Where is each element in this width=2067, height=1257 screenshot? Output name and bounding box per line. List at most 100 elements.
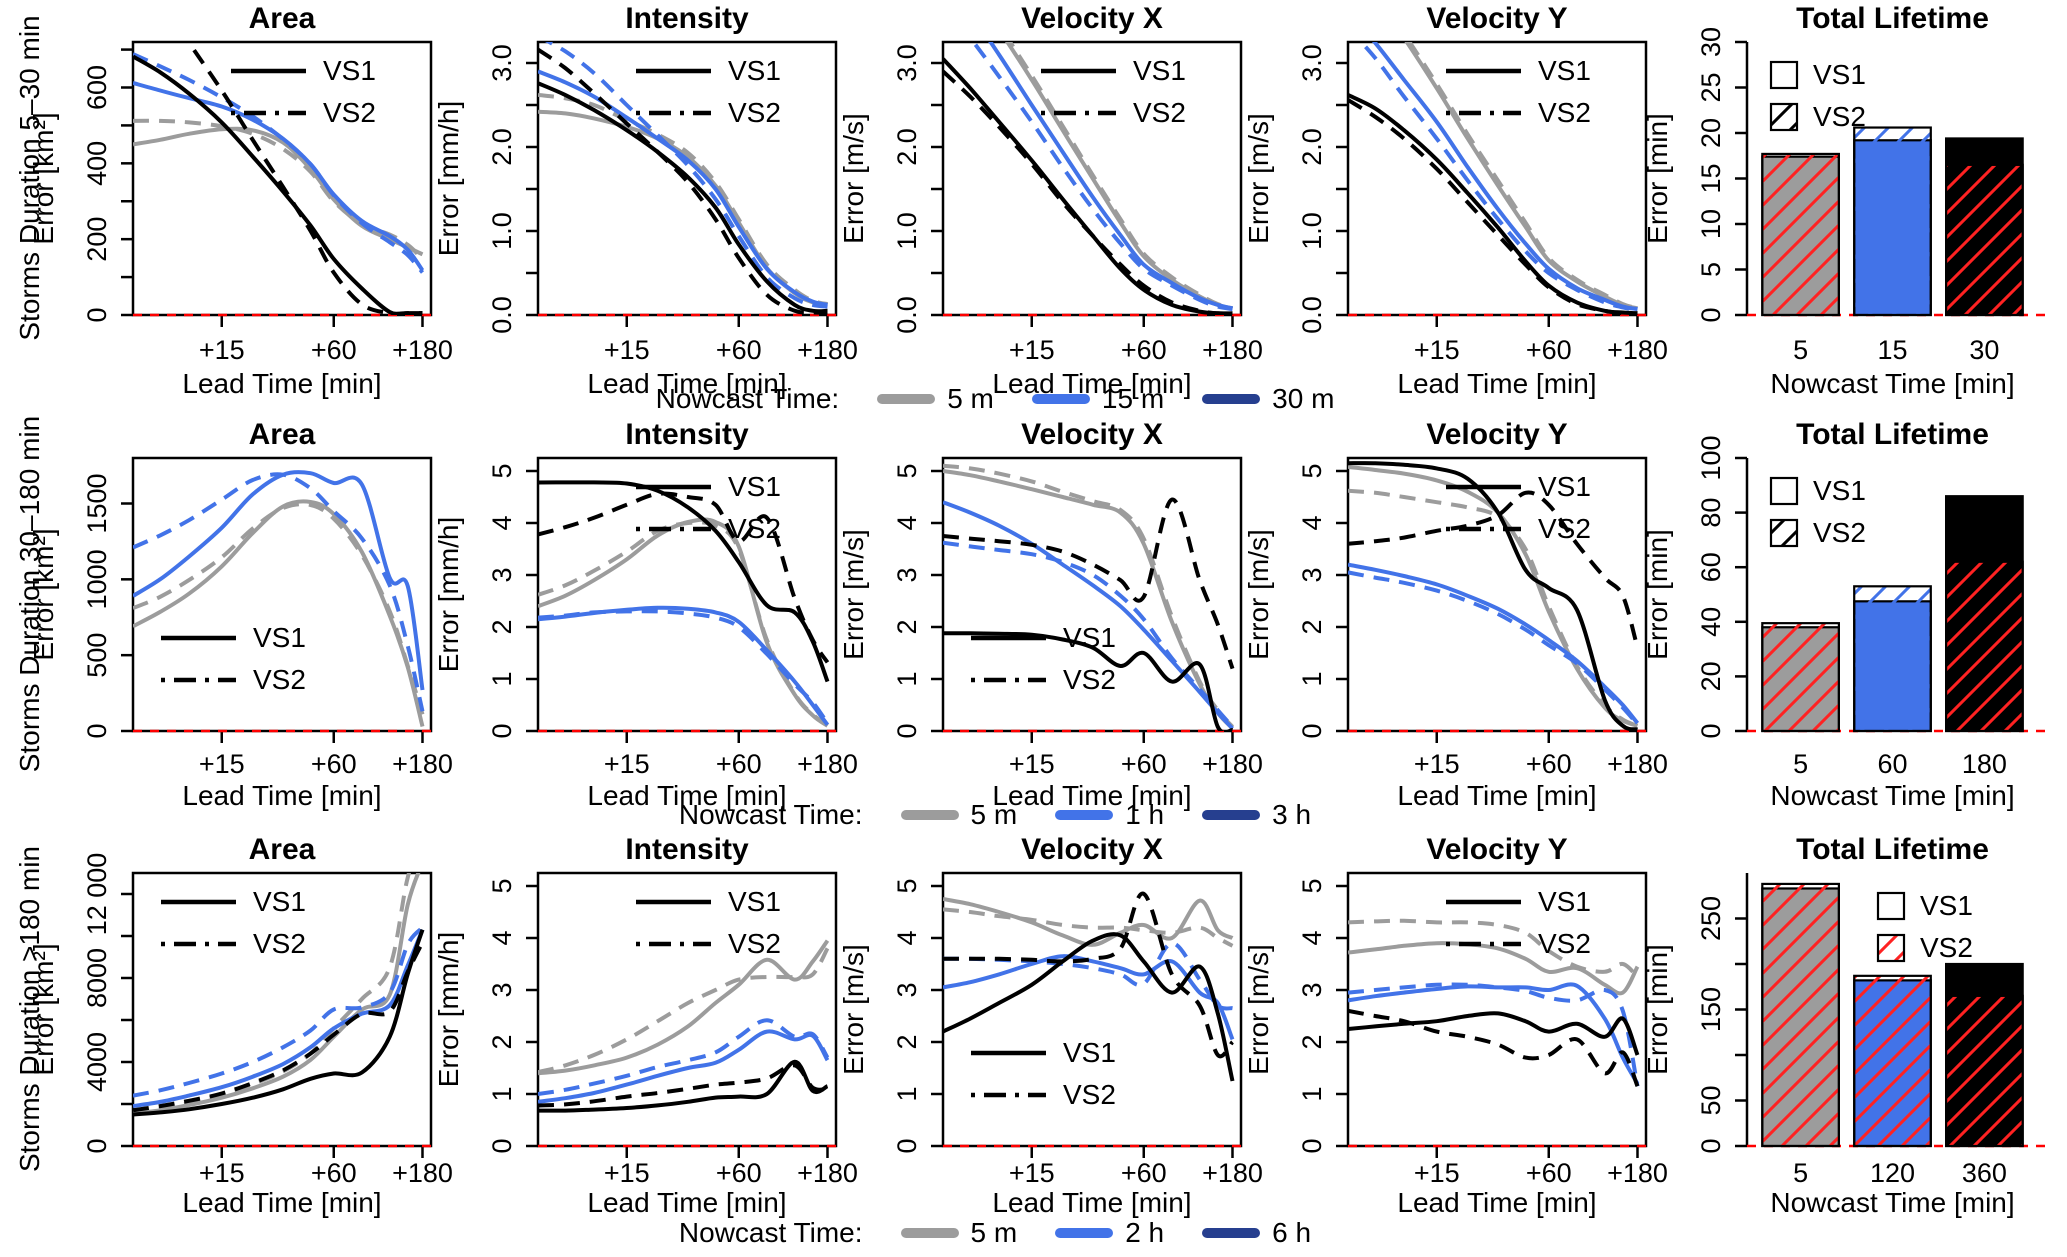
x-tick-label: +15 — [1009, 1158, 1055, 1188]
y-tick-label: 2 — [487, 1034, 517, 1049]
y-tick-label: 3.0 — [487, 44, 517, 82]
y-tick-label: 0 — [487, 1138, 517, 1153]
series-2-h-vs2-line — [538, 1018, 830, 1096]
y-tick-label: 0 — [1297, 1138, 1327, 1153]
y-tick-label: 4 — [1297, 515, 1327, 530]
panel-title: Velocity Y — [1426, 418, 1567, 451]
y-tick-label: 1500 — [82, 473, 112, 533]
bar-category-label: 180 — [1962, 749, 2007, 779]
bar-category-label: 120 — [1870, 1158, 1915, 1188]
y-tick-label: 3.0 — [892, 44, 922, 82]
bar-category-label: 5 — [1793, 1158, 1808, 1188]
y-tick-label: 3.0 — [1297, 44, 1327, 82]
series-1-h-vs2-line — [1348, 570, 1639, 726]
y-tick-label: 12 000 — [82, 853, 112, 936]
series-5-m-vs2-line — [538, 92, 828, 307]
x-tick-label: +180 — [797, 1158, 858, 1188]
y-tick-label: 80 — [1696, 498, 1726, 528]
legend-label-vs1: VS1 — [1063, 1037, 1116, 1068]
y-axis-label: Error [m/s] — [1243, 529, 1274, 660]
legend-label-vs2: VS2 — [1133, 97, 1186, 128]
y-tick-label: 5 — [1696, 262, 1726, 277]
x-tick-label: +60 — [1526, 1158, 1572, 1188]
panel-title: Intensity — [625, 418, 749, 451]
series-1-h-vs1-line — [538, 605, 830, 727]
panel-title: Area — [249, 2, 316, 35]
series-5-m-vs2-line — [1407, 42, 1639, 311]
y-tick-label: 0 — [892, 723, 922, 738]
bar-category-label: 60 — [1877, 749, 1907, 779]
x-axis-label: Lead Time [min] — [587, 780, 786, 811]
x-tick-label: +60 — [311, 1158, 357, 1188]
nowcast-legend-label: Nowcast Time: — [678, 799, 863, 830]
x-axis-label: Nowcast Time [min] — [1770, 1187, 2014, 1218]
x-axis-label: Lead Time [min] — [1397, 368, 1596, 399]
y-tick-label: 5 — [1297, 878, 1327, 893]
x-axis-label: Nowcast Time [min] — [1770, 780, 2014, 811]
legend-label-vs1: VS1 — [728, 55, 781, 86]
nowcast-swatch-icon — [1202, 1228, 1261, 1238]
series-6-h-vs1-line — [538, 1059, 829, 1113]
legend-label-vs1: VS1 — [1133, 55, 1186, 86]
series-5-m-vs1-line — [538, 517, 829, 728]
series-5-m-vs2-line — [1007, 42, 1234, 311]
series-15-m-vs2-line — [1358, 42, 1638, 312]
series-5-m-vs1-line — [1004, 42, 1233, 311]
series-3-h-vs1-line — [538, 480, 830, 683]
y-tick-label: 1000 — [82, 549, 112, 609]
nowcast-legend-entry: 6 h — [1202, 1217, 1311, 1249]
bar-vs2-5 — [1761, 622, 1840, 733]
series-15-m-vs1-line — [988, 42, 1233, 311]
y-tick-label: 0 — [1696, 307, 1726, 322]
panel-total-lifetime-row2: Total Lifetime Error [min] 0 20 40 60 80 100 5 60… — [1642, 418, 2048, 811]
y-tick-label: 3 — [1297, 567, 1327, 582]
x-tick-label: +60 — [716, 335, 762, 365]
panel-title: Total Lifetime — [1796, 2, 1989, 35]
bar-category-label: 360 — [1962, 1158, 2007, 1188]
x-tick-label: +60 — [1121, 1158, 1167, 1188]
series-15-m-vs2-line — [133, 52, 425, 274]
bar-category-label: 30 — [1969, 335, 1999, 365]
y-tick-label: 1 — [892, 1086, 922, 1101]
x-axis-label: Nowcast Time [min] — [1770, 368, 2014, 399]
legend-label-vs2: VS2 — [253, 928, 306, 959]
series-15-m-vs1-line — [538, 69, 828, 307]
legend-label-vs2: VS2 — [1538, 97, 1591, 128]
nowcast-entry-label: 5 m — [970, 799, 1018, 830]
y-tick-label: 5 — [487, 878, 517, 893]
nowcast-swatch-icon — [1031, 394, 1090, 404]
legend-label-vs2: VS2 — [253, 664, 306, 695]
series-6-h-vs1-line — [1348, 1011, 1640, 1056]
series-3-h-vs2-line — [538, 491, 830, 664]
x-tick-label: +15 — [1414, 1158, 1460, 1188]
y-tick-label: 5 — [892, 878, 922, 893]
y-tick-label: 0.0 — [892, 296, 922, 334]
y-tick-label: 50 — [1696, 1085, 1726, 1115]
y-tick-label: 10 — [1696, 209, 1726, 239]
panel-area-row2: Area Error [km²] 0 500 1000 1500 +15 +60 +180 Lea… — [28, 418, 453, 811]
series-5-m-vs1-line — [538, 939, 830, 1076]
x-tick-label: +60 — [1526, 749, 1572, 779]
series-5-m-vs1-line — [1348, 941, 1640, 996]
nowcast-legend-row3: Nowcast Time: 5 m 2 h 6 h — [540, 1214, 1450, 1252]
x-tick-label: +180 — [1607, 335, 1668, 365]
row-label-duration-gt180: Storms Duration >180 min — [14, 845, 45, 1173]
nowcast-legend-entry: 15 m — [1031, 383, 1164, 415]
panel-velocity-x-row1: Velocity X Error [m/s] 0.0 1.0 2.0 3.0 +15 +60 +… — [838, 2, 1263, 399]
y-tick-label: 2.0 — [1297, 128, 1327, 166]
y-axis-label: Error [min] — [1642, 113, 1673, 244]
legend-label-vs2: VS2 — [323, 97, 376, 128]
panel-title: Velocity X — [1021, 2, 1163, 35]
nowcast-swatch-icon — [1202, 394, 1261, 404]
series-2-h-vs1-line — [538, 1029, 830, 1104]
legend-label-vs1: VS1 — [1920, 890, 1973, 921]
row-label-duration-5-30: Storms Duration 5–30 min — [14, 15, 45, 341]
y-axis-label: Error [m/s] — [1243, 944, 1274, 1075]
x-axis-label: Lead Time [min] — [587, 368, 786, 399]
